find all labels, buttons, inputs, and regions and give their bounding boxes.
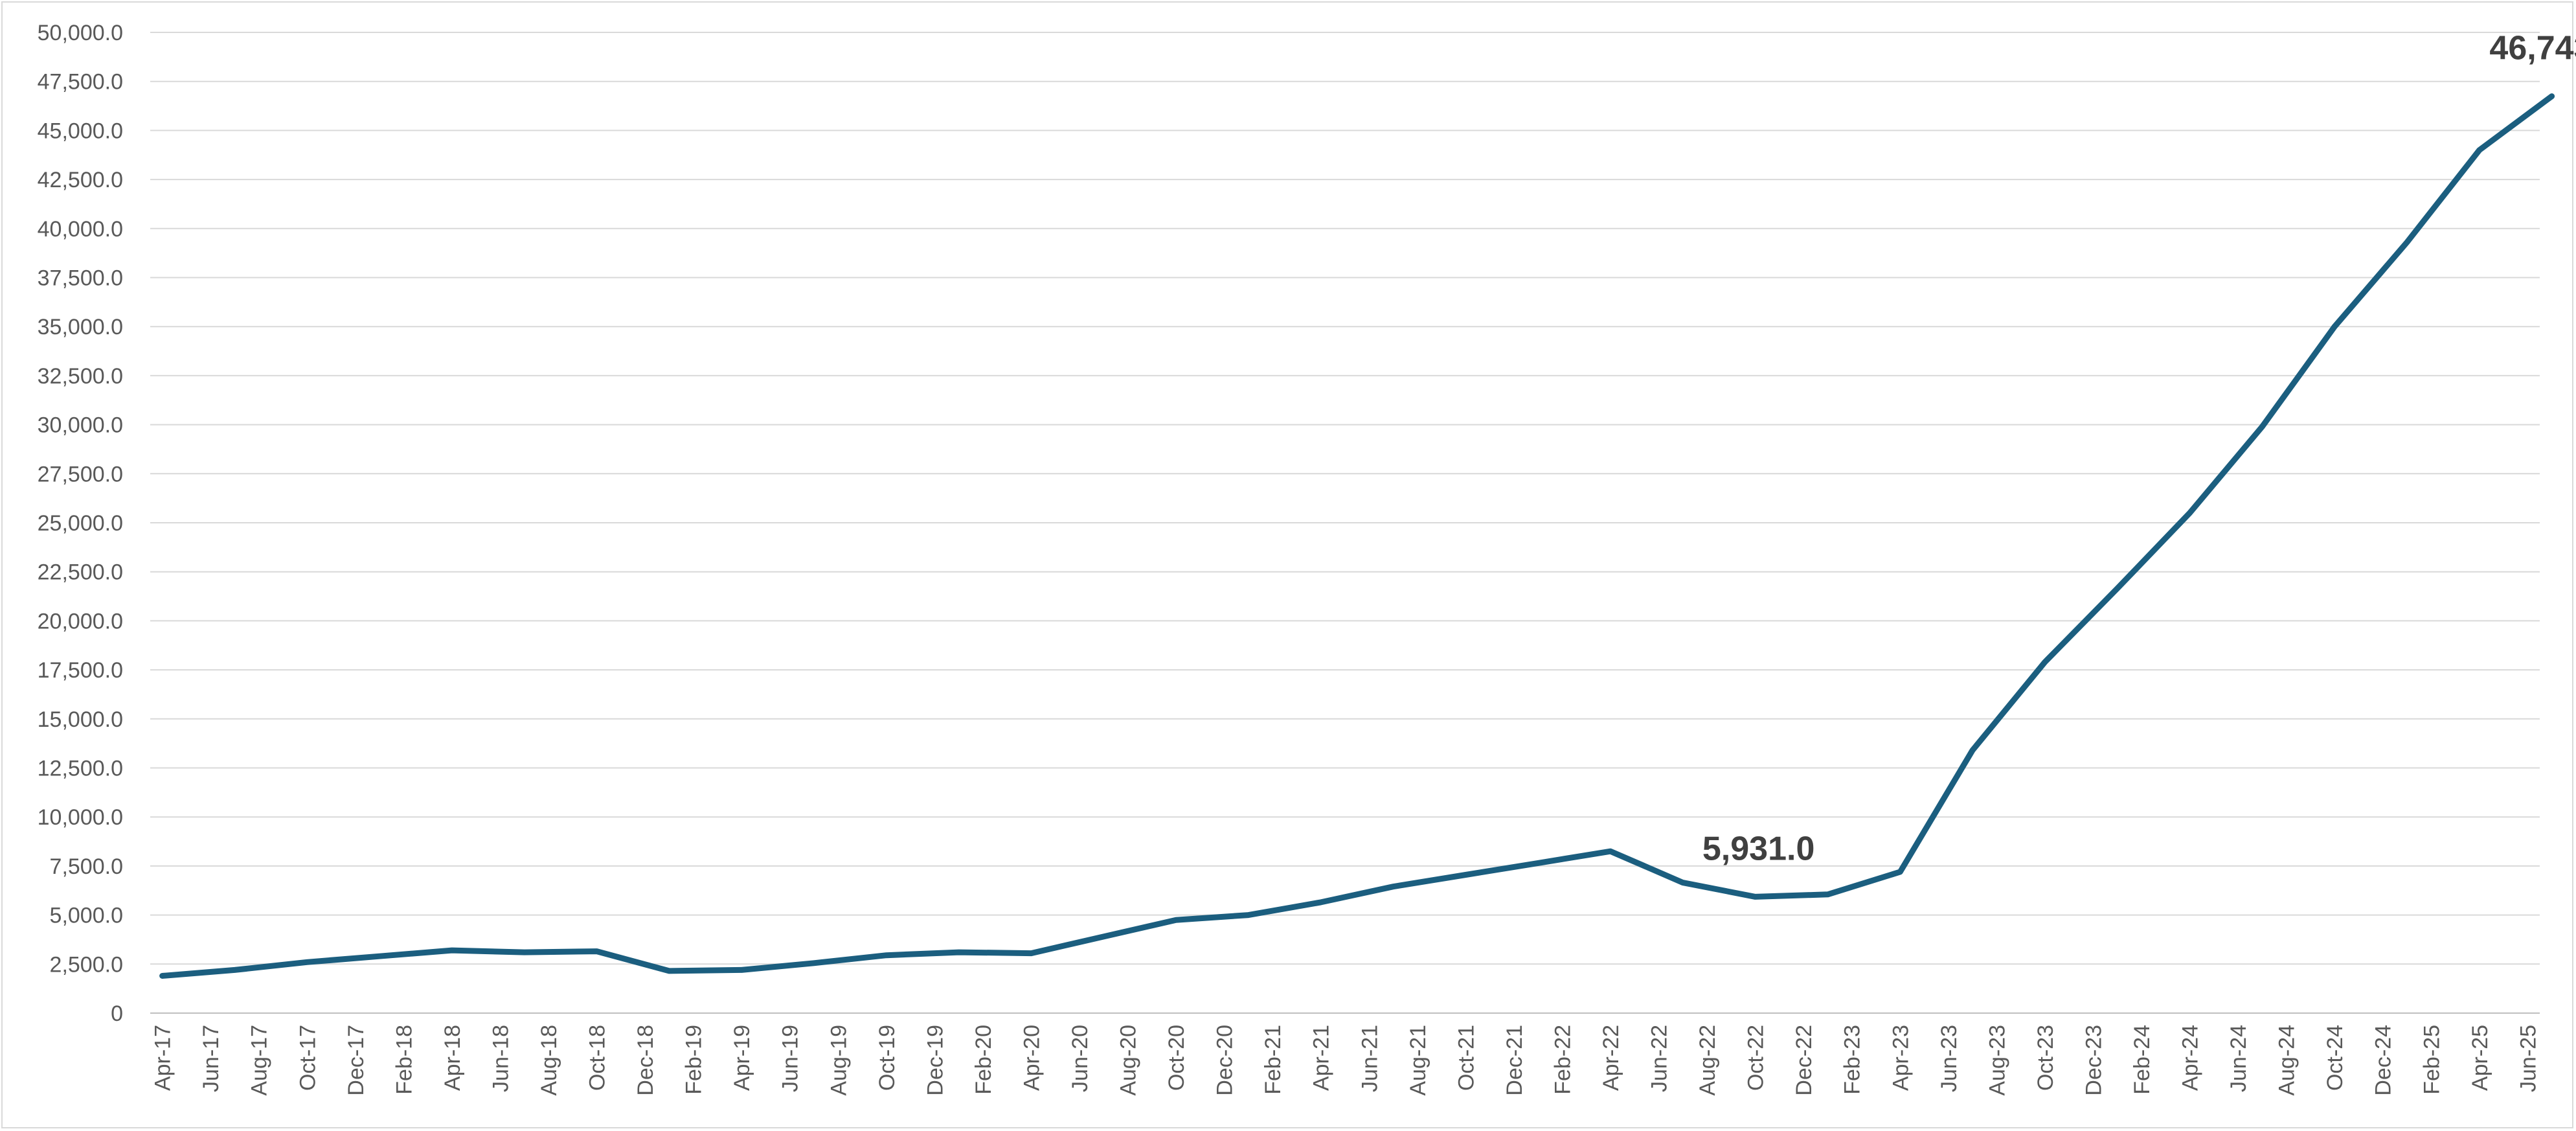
x-tick-label: Jun-21 (1357, 1025, 1382, 1092)
x-tick-label: Aug-24 (2275, 1025, 2299, 1096)
y-tick-label: 20,000.0 (38, 609, 123, 634)
x-tick-label: Jun-25 (2516, 1025, 2540, 1092)
x-tick-label: Aug-17 (247, 1025, 272, 1096)
x-tick-label: Jun-19 (778, 1025, 803, 1092)
y-tick-label: 42,500.0 (38, 168, 123, 192)
y-tick-label: 27,500.0 (38, 462, 123, 486)
x-tick-label: Feb-22 (1550, 1025, 1575, 1095)
x-tick-label: Jun-20 (1068, 1025, 1092, 1092)
y-tick-label: 15,000.0 (38, 707, 123, 732)
y-tick-label: 32,500.0 (38, 364, 123, 389)
x-tick-label: Aug-22 (1695, 1025, 1720, 1096)
y-tick-label: 30,000.0 (38, 413, 123, 438)
x-tick-label: Feb-19 (682, 1025, 706, 1095)
y-tick-label: 35,000.0 (38, 315, 123, 339)
x-tick-label: Apr-25 (2468, 1025, 2492, 1091)
x-tick-label: Dec-17 (344, 1025, 368, 1096)
x-tick-label: Oct-24 (2323, 1025, 2347, 1091)
y-tick-label: 40,000.0 (38, 217, 123, 242)
x-tick-label: Dec-18 (633, 1025, 658, 1096)
x-tick-label: Jun-24 (2226, 1025, 2251, 1092)
x-tick-label: Jun-17 (199, 1025, 223, 1092)
x-tick-label: Apr-23 (1888, 1025, 1913, 1091)
x-tick-label: Feb-23 (1840, 1025, 1865, 1095)
x-tick-label: Feb-25 (2419, 1025, 2444, 1095)
data-label: 46,743.0 (2489, 30, 2576, 67)
y-tick-label: 10,000.0 (38, 805, 123, 830)
y-tick-label: 25,000.0 (38, 511, 123, 536)
x-tick-label: Apr-21 (1309, 1025, 1334, 1091)
x-tick-label: Dec-23 (2081, 1025, 2106, 1096)
x-tick-label: Jun-22 (1647, 1025, 1672, 1092)
y-tick-label: 22,500.0 (38, 560, 123, 585)
series-line (159, 93, 2555, 979)
x-tick-label: Aug-23 (1985, 1025, 2009, 1096)
x-tick-label: Aug-20 (1116, 1025, 1141, 1096)
x-tick-label: Aug-18 (537, 1025, 561, 1096)
x-tick-label: Dec-21 (1502, 1025, 1527, 1096)
y-tick-label: 45,000.0 (38, 119, 123, 143)
x-tick-label: Dec-22 (1792, 1025, 1816, 1096)
x-tick-label: Feb-21 (1261, 1025, 1285, 1095)
x-tick-label: Oct-19 (875, 1025, 899, 1091)
gridlines (150, 32, 2540, 1014)
y-tick-label: 50,000.0 (38, 21, 123, 45)
y-tick-label: 0 (111, 1001, 123, 1026)
x-tick-label: Dec-20 (1213, 1025, 1237, 1096)
x-tick-label: Aug-21 (1406, 1025, 1430, 1096)
x-axis-ticks: Apr-17 Jun-17 Aug-17 Oct-17 Dec-17 Feb-18 Apr-… (151, 1025, 2541, 1096)
x-tick-label: Apr-24 (2178, 1025, 2203, 1091)
data-label: 5,931.0 (1702, 830, 1815, 867)
series-group (159, 93, 2555, 979)
x-tick-label: Apr-20 (1019, 1025, 1044, 1091)
x-tick-label: Aug-19 (826, 1025, 851, 1096)
x-tick-label: Oct-17 (295, 1025, 320, 1091)
y-tick-label: 12,500.0 (38, 757, 123, 781)
x-tick-label: Dec-19 (923, 1025, 947, 1096)
x-tick-label: Feb-20 (971, 1025, 996, 1095)
data-labels: 5,931.0 46,743.0 (1702, 30, 2576, 868)
x-tick-label: Apr-22 (1599, 1025, 1623, 1091)
x-tick-label: Apr-17 (151, 1025, 175, 1091)
x-tick-label: Oct-23 (2033, 1025, 2058, 1091)
x-tick-label: Feb-18 (392, 1025, 416, 1095)
x-tick-label: Oct-21 (1454, 1025, 1478, 1091)
y-tick-label: 17,500.0 (38, 658, 123, 683)
y-tick-label: 7,500.0 (50, 854, 123, 879)
x-tick-label: Oct-22 (1744, 1025, 1768, 1091)
y-tick-label: 37,500.0 (38, 266, 123, 291)
x-tick-label: Jun-23 (1937, 1025, 1961, 1092)
y-tick-label: 2,500.0 (50, 952, 123, 977)
x-tick-label: Oct-18 (585, 1025, 610, 1091)
x-tick-label: Jun-18 (488, 1025, 513, 1092)
x-tick-label: Oct-20 (1164, 1025, 1189, 1091)
y-tick-label: 47,500.0 (38, 70, 123, 95)
y-tick-label: 5,000.0 (50, 904, 123, 928)
x-tick-label: Apr-19 (730, 1025, 754, 1091)
y-axis-ticks: 0 2,500.0 5,000.0 7,500.0 10,000.0 12,500.0 15… (38, 21, 123, 1026)
x-tick-label: Apr-18 (440, 1025, 465, 1091)
x-tick-label: Dec-24 (2371, 1025, 2396, 1096)
x-tick-label: Feb-24 (2130, 1025, 2154, 1095)
